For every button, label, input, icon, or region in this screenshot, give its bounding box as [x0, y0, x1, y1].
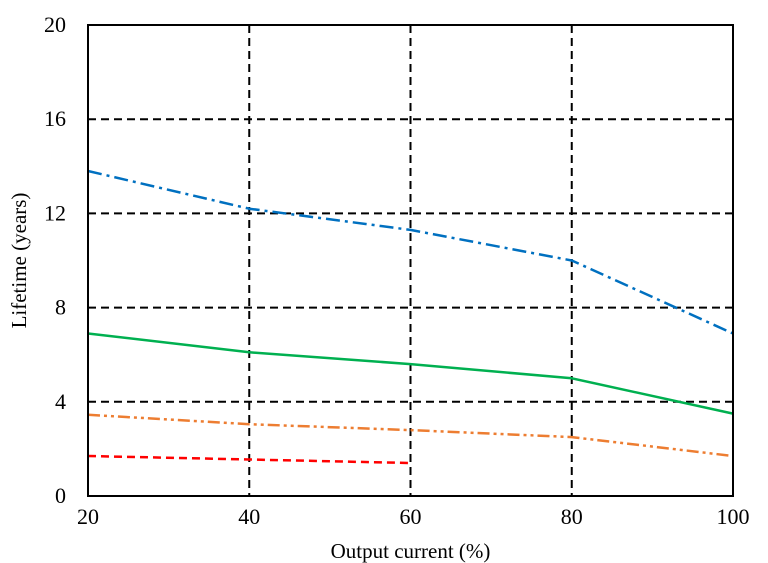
y-tick-labels: 0 4 8 12 16 20	[44, 12, 66, 508]
series-line-4	[87, 454, 411, 465]
x-tick-label: 20	[77, 504, 99, 529]
y-tick-label: 16	[44, 106, 66, 131]
y-tick-label: 12	[44, 200, 66, 225]
series-lines	[87, 169, 734, 465]
plot-frame	[87, 24, 734, 497]
series-line-3	[87, 413, 734, 458]
y-axis-title: Lifetime (years)	[7, 193, 31, 329]
x-tick-label: 80	[561, 504, 583, 529]
x-tick-labels: 20 40 60 80 100	[77, 504, 750, 529]
x-axis-title: Output current (%)	[331, 539, 491, 563]
x-tick-label: 100	[717, 504, 750, 529]
series-line-2	[87, 332, 734, 415]
y-tick-label: 4	[55, 389, 66, 414]
y-tick-label: 8	[55, 295, 66, 320]
y-tick-label: 0	[55, 483, 66, 508]
series-line-1	[87, 169, 734, 335]
y-tick-label: 20	[44, 12, 66, 37]
gridlines	[88, 25, 733, 496]
x-tick-label: 60	[400, 504, 422, 529]
x-tick-label: 40	[238, 504, 260, 529]
